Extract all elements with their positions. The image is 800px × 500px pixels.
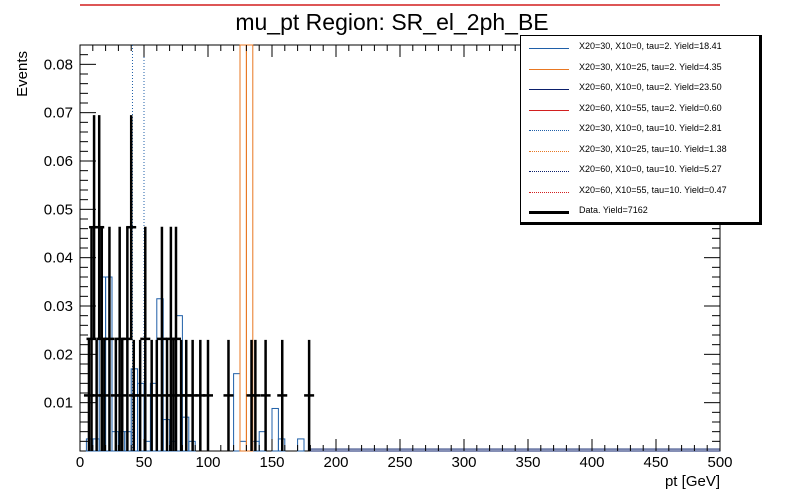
legend-entry: X20=30, X10=25, tau=10. Yield=1.38 (521, 142, 759, 160)
legend-swatch (529, 48, 569, 49)
legend-entry: X20=60, X10=0, tau=10. Yield=5.27 (521, 162, 759, 180)
legend-entry: X20=60, X10=55, tau=10. Yield=0.47 (521, 183, 759, 201)
legend-label: X20=30, X10=25, tau=10. Yield=1.38 (579, 143, 727, 154)
x-tick-label: 150 (259, 454, 284, 471)
legend-swatch (529, 130, 569, 131)
y-tick-label: 0.02 (44, 346, 73, 363)
legend-label: X20=60, X10=0, tau=10. Yield=5.27 (579, 164, 722, 174)
y-tick-label: 0.05 (44, 201, 73, 218)
legend-swatch (529, 191, 569, 193)
legend-swatch (529, 109, 569, 111)
legend-swatch (529, 68, 569, 70)
legend-label: X20=30, X10=0, tau=10. Yield=2.81 (579, 123, 722, 133)
legend-entry: X20=60, X10=0, tau=2. Yield=23.50 (521, 80, 759, 98)
hist-bin (297, 438, 305, 452)
data-points (83, 115, 315, 451)
legend-entry: Data. Yield=7162 (521, 203, 759, 221)
x-tick-label: 250 (387, 454, 412, 471)
legend: X20=30, X10=0, tau=2. Yield=18.41 X20=30,… (520, 35, 762, 225)
x-tick-label: 50 (136, 454, 153, 471)
x-tick-label: 350 (515, 454, 540, 471)
axes: 0 50 100 150 200 250 300 350 400 450 500 0.01 0.02 0.… (44, 45, 733, 471)
hist-bin (233, 373, 241, 452)
x-tick-label: 100 (195, 454, 220, 471)
legend-label: X20=60, X10=0, tau=2. Yield=23.50 (579, 82, 722, 92)
y-tick-label: 0.01 (44, 395, 73, 412)
legend-label: X20=30, X10=25, tau=2. Yield=4.35 (579, 61, 722, 72)
legend-swatch (529, 171, 569, 172)
legend-entry: X20=30, X10=0, tau=10. Yield=2.81 (521, 121, 759, 139)
x-tick-label: 500 (707, 454, 732, 471)
chart-title: mu_pt Region: SR_el_2ph_BE (235, 9, 548, 35)
hist-bin (271, 407, 279, 452)
x-tick-label: 400 (579, 454, 604, 471)
hist-bin (245, 44, 254, 452)
legend-swatch (529, 211, 569, 214)
x-tick-label: 300 (451, 454, 476, 471)
x-tick-label: 200 (323, 454, 348, 471)
hist-bin (239, 440, 247, 452)
y-axis-label: Events (14, 51, 31, 97)
legend-label: X20=30, X10=0, tau=2. Yield=18.41 (579, 41, 722, 51)
x-tick-label: 0 (76, 454, 84, 471)
y-tick-label: 0.08 (44, 56, 73, 73)
hist-bin (239, 44, 247, 452)
x-axis-label: pt [GeV] (665, 473, 720, 490)
legend-entry: X20=60, X10=55, tau=2. Yield=0.60 (521, 101, 759, 119)
legend-entry: X20=30, X10=25, tau=2. Yield=4.35 (521, 60, 759, 78)
legend-label: Data. Yield=7162 (579, 205, 648, 215)
y-tick-label: 0.04 (44, 250, 73, 267)
legend-label: X20=60, X10=55, tau=10. Yield=0.47 (579, 184, 727, 195)
y-tick-label: 0.03 (44, 298, 73, 315)
legend-swatch (529, 89, 569, 90)
y-tick-label: 0.06 (44, 153, 73, 170)
x-tick-label: 450 (643, 454, 668, 471)
y-tick-label: 0.07 (44, 105, 73, 122)
legend-swatch (529, 150, 569, 152)
legend-entry: X20=30, X10=0, tau=2. Yield=18.41 (521, 39, 759, 57)
legend-label: X20=60, X10=55, tau=2. Yield=0.60 (579, 102, 722, 113)
